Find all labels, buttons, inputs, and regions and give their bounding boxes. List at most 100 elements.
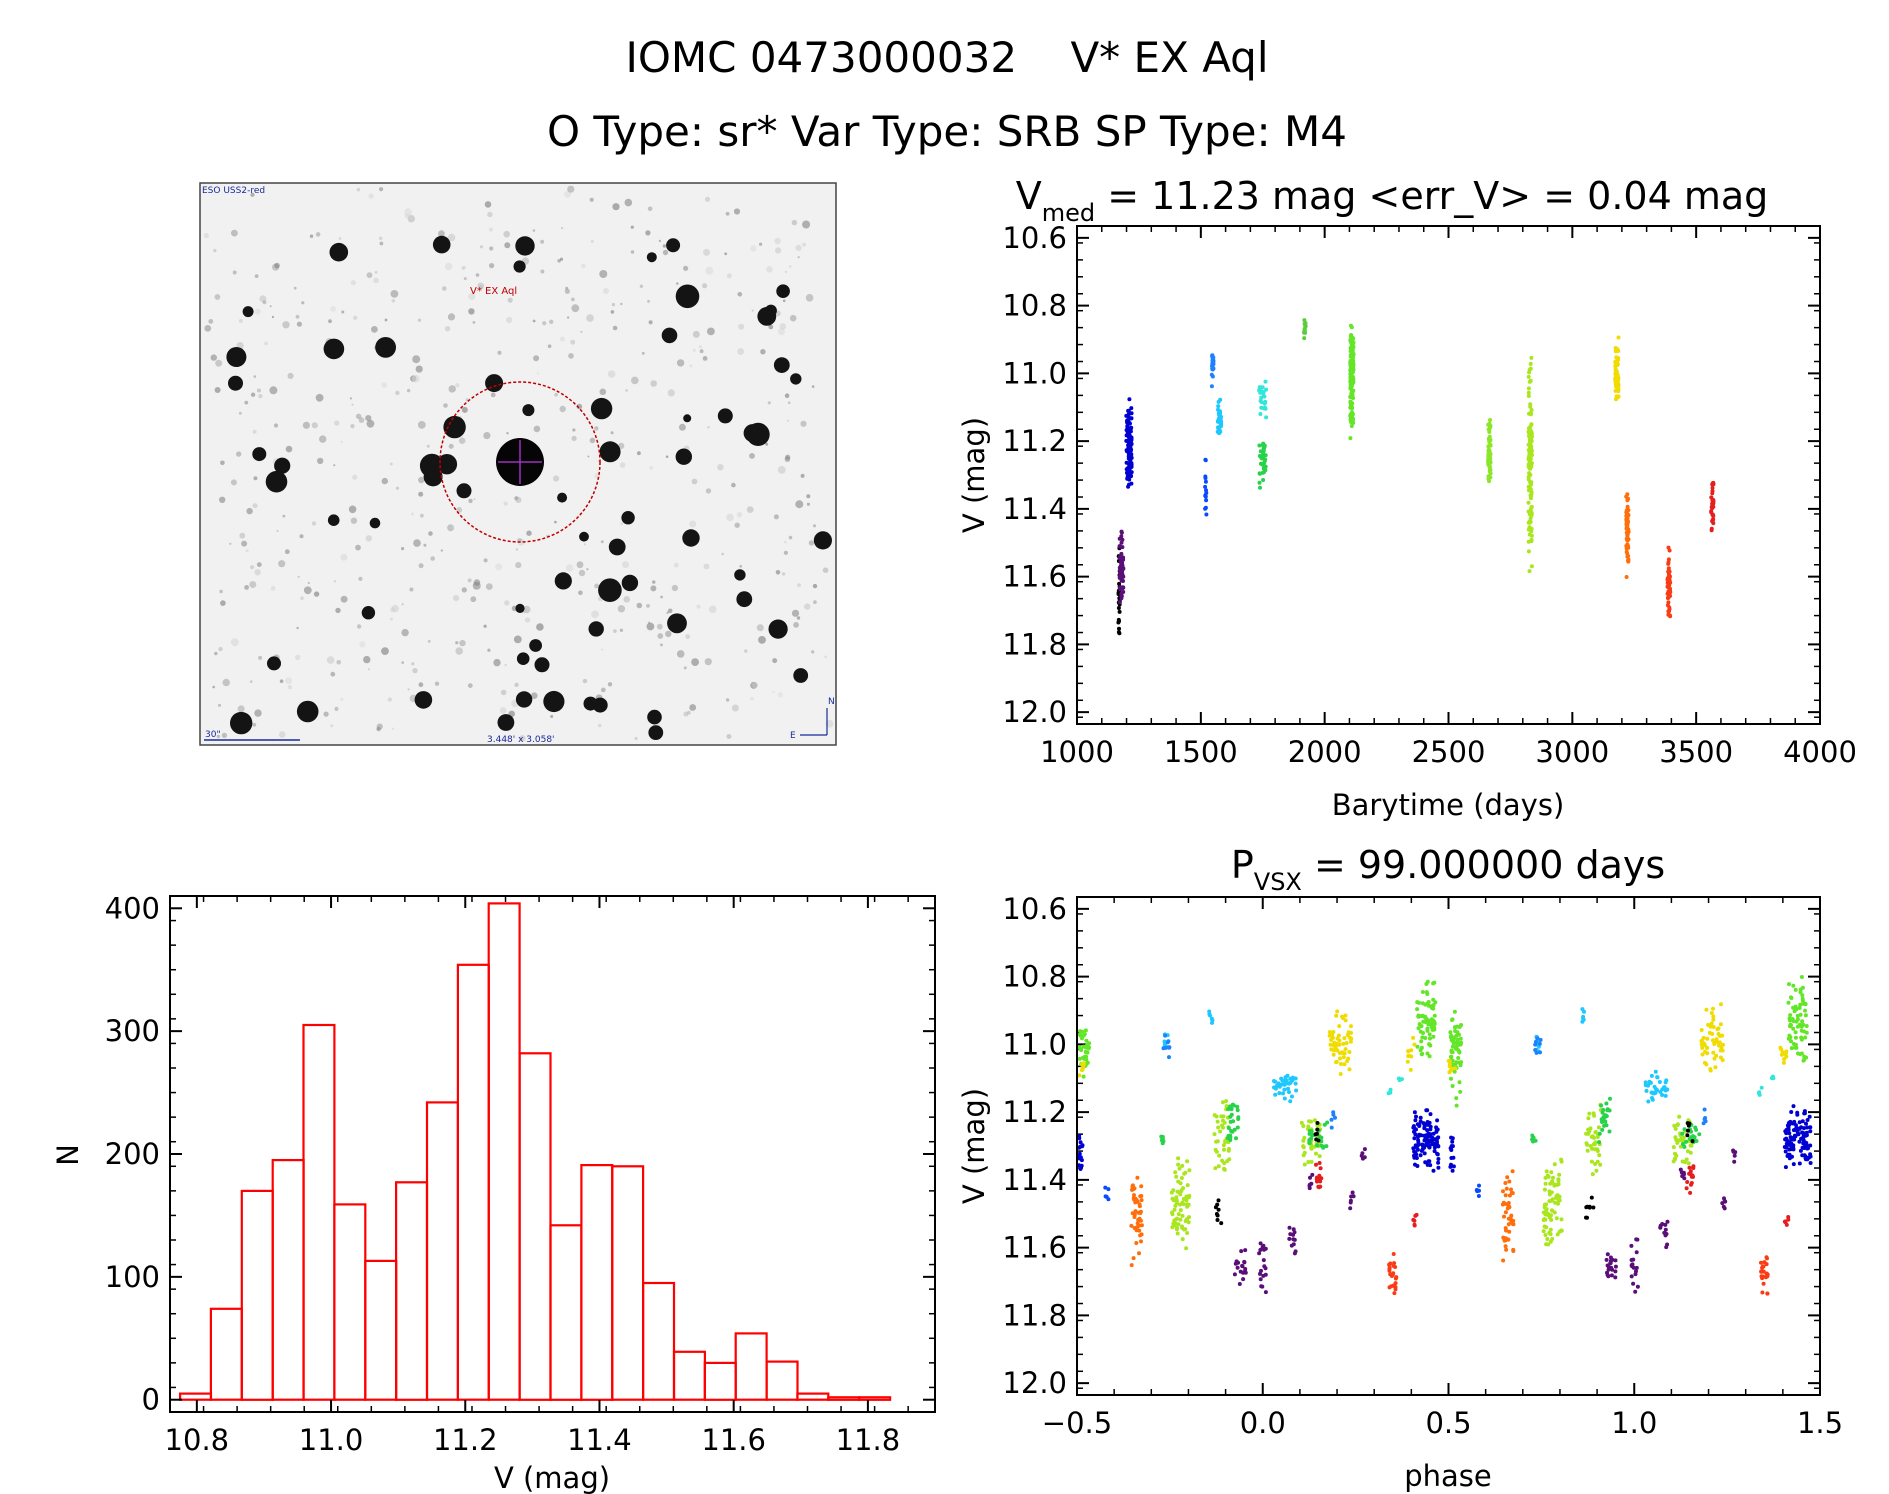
phase-curve-point	[1586, 1116, 1591, 1121]
light-curve-point	[1667, 586, 1672, 591]
phase-curve-point	[1759, 1260, 1763, 1265]
light-curve-point	[1117, 626, 1121, 631]
phase-curve-point	[1476, 1194, 1481, 1198]
phase-curve-point	[1430, 1020, 1435, 1025]
bright-star	[734, 569, 746, 581]
faint-star	[447, 524, 455, 532]
phase-curve-point	[1336, 1033, 1341, 1038]
phase-curve-point	[1408, 1067, 1413, 1072]
faint-star	[624, 198, 633, 207]
bright-star	[736, 591, 753, 608]
faint-star	[313, 591, 320, 597]
faint-star	[564, 190, 572, 198]
phase-curve-point	[1791, 1147, 1796, 1152]
bright-star	[329, 242, 349, 262]
phase-curve-point	[1716, 1043, 1721, 1048]
light-curve-point	[1666, 557, 1671, 562]
histogram-bar	[487, 902, 521, 1401]
faint-star	[726, 513, 734, 522]
phase-curve-point	[1718, 1022, 1723, 1027]
phase-curve-point	[1607, 1129, 1612, 1134]
faint-star	[443, 403, 448, 408]
phase-curve-point	[1764, 1271, 1769, 1276]
phase-curve-point	[1672, 1123, 1677, 1128]
phase-curve-point	[1709, 1011, 1714, 1015]
faint-star	[784, 270, 787, 273]
faint-star	[610, 310, 615, 314]
phase-curve-point	[1590, 1134, 1595, 1139]
phase-curve-point	[1422, 1138, 1427, 1143]
phase-curve-point	[1212, 1132, 1217, 1137]
phase-curve-point	[1317, 1161, 1322, 1165]
faint-star	[782, 299, 786, 303]
phase-curve-point	[1213, 1147, 1218, 1152]
faint-star	[683, 711, 689, 717]
light-curve-point	[1529, 408, 1534, 412]
faint-star	[554, 392, 558, 397]
light-curve-point	[1302, 336, 1307, 341]
faint-star	[542, 321, 547, 326]
phase-curve-point	[1431, 1006, 1436, 1011]
faint-star	[639, 284, 644, 288]
phase-curve-point	[1132, 1197, 1137, 1202]
faint-star	[315, 232, 321, 237]
phase-curve-point	[1432, 980, 1437, 985]
phase-curve-point	[1160, 1134, 1165, 1139]
light-curve-point	[1488, 471, 1493, 476]
phase-curve-point	[1584, 1131, 1589, 1136]
phase-curve-point	[1793, 1006, 1797, 1010]
phase-curve-point	[1797, 1006, 1802, 1010]
faint-star	[254, 308, 261, 315]
phase-curve-point	[1542, 1187, 1547, 1192]
faint-star	[571, 435, 577, 441]
phase-curve-point	[1393, 1281, 1398, 1286]
phase-curve-point	[1544, 1169, 1549, 1174]
phase-curve-point	[1418, 1115, 1423, 1120]
phase-curve-point	[1587, 1111, 1592, 1116]
faint-star	[300, 596, 304, 600]
phase-curve-point	[1782, 1219, 1787, 1224]
phase-curve-point	[1161, 1046, 1166, 1051]
phase-curve-point	[1680, 1131, 1685, 1136]
faint-star	[413, 539, 421, 547]
phase-curve-point	[1412, 1222, 1417, 1227]
faint-star	[772, 658, 778, 664]
phase-curve-point	[1675, 1140, 1680, 1145]
faint-star	[660, 595, 663, 599]
light-curve-point	[1526, 386, 1531, 391]
phase-curve-ytick-label: 10.8	[1002, 960, 1067, 994]
phase-curve-point	[1793, 1035, 1798, 1040]
faint-star	[330, 724, 334, 728]
light-curve-point	[1710, 481, 1715, 486]
faint-star	[341, 310, 345, 314]
faint-star	[665, 630, 672, 638]
phase-curve-point	[1793, 1045, 1798, 1050]
phase-curve-point	[1543, 1175, 1548, 1180]
phase-curve-point	[1427, 1032, 1432, 1037]
faint-star	[600, 687, 606, 693]
faint-star	[477, 282, 485, 290]
bright-star	[768, 619, 788, 639]
light-curve-point	[1668, 590, 1673, 595]
phase-curve-point	[1436, 1165, 1441, 1170]
phase-curve-point	[1799, 1125, 1804, 1130]
histogram-xlabel: V (mag)	[494, 1461, 610, 1494]
phase-curve-point	[1343, 1013, 1348, 1018]
phase-curve-point	[1316, 1175, 1320, 1180]
phase-curve-point	[1139, 1198, 1144, 1203]
light-curve-point	[1124, 460, 1129, 465]
light-curve-point	[1210, 367, 1215, 372]
bright-star	[369, 517, 381, 529]
light-curve-point	[1117, 581, 1122, 586]
phase-curve-point	[1597, 1153, 1602, 1158]
light-curve-point	[1614, 375, 1619, 380]
phase-curve-point	[1613, 1258, 1618, 1263]
faint-star	[319, 435, 327, 443]
faint-star	[800, 473, 805, 478]
phase-curve-title-sub: VSX	[1254, 868, 1302, 896]
phase-curve-point	[1585, 1148, 1590, 1153]
light-curve-point	[1348, 414, 1353, 419]
faint-star	[366, 272, 373, 279]
light-curve-point	[1624, 525, 1629, 530]
phase-curve-point	[1805, 1125, 1810, 1130]
